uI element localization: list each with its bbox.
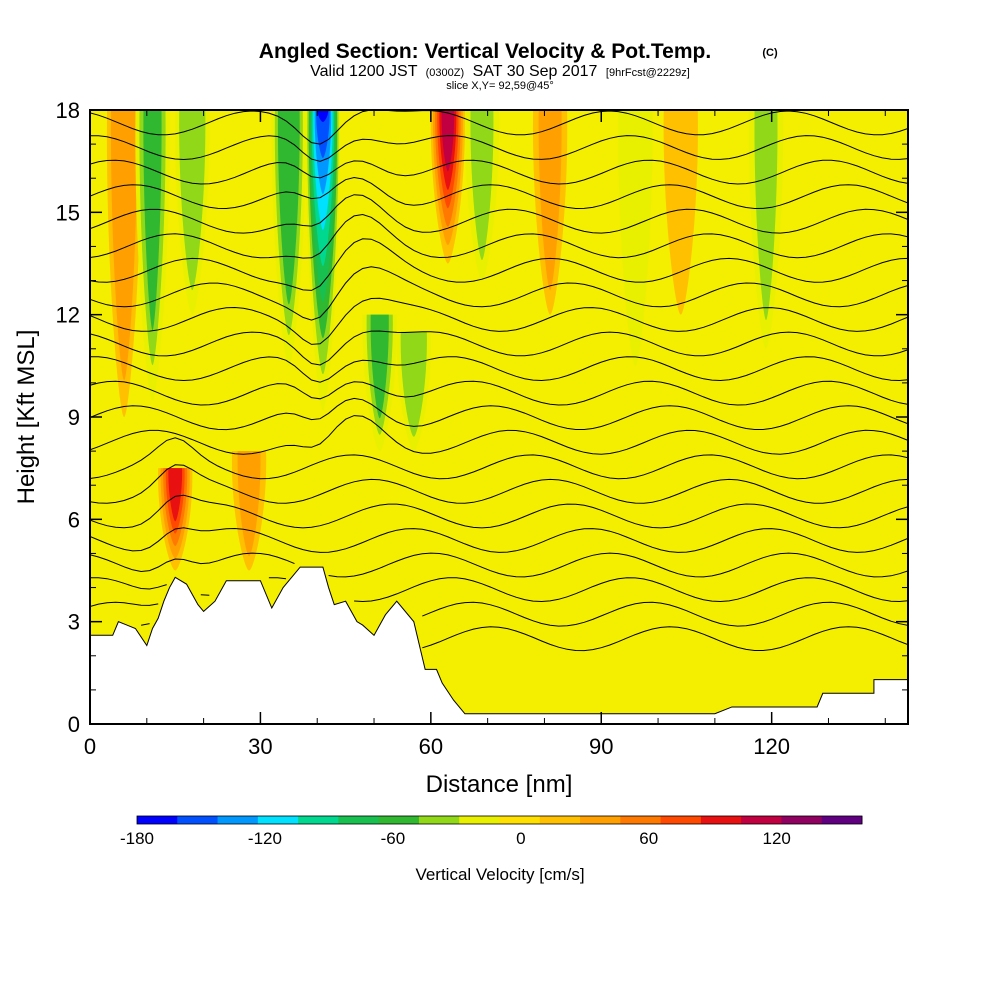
y-tick-label: 9: [68, 405, 80, 430]
isentrope-line: [90, 194, 908, 234]
colorbar-swatch: [499, 816, 541, 824]
colorbar-frame: [136, 815, 863, 825]
downdraft-band-1-level-2: [183, 110, 202, 266]
updraft-band-1-level-4: [168, 468, 183, 522]
colorbar-swatch: [620, 816, 662, 824]
isentrope-line: [90, 464, 908, 504]
isentrope-line: [90, 380, 908, 406]
isentrope-line: [90, 415, 908, 455]
x-tick-label: 60: [419, 734, 443, 759]
chart-subtitle: Valid 1200 JST (0300Z) SAT 30 Sep 2017 […: [310, 63, 690, 80]
isentrope-line: [90, 176, 908, 210]
y-tick-label: 18: [56, 98, 80, 123]
colorbar-tick-label: -180: [120, 829, 154, 848]
x-axis-label: Distance [nm]: [426, 771, 573, 798]
downdraft-band-3-level-7: [316, 110, 330, 159]
colorbar-swatch: [257, 816, 299, 824]
vertical-velocity-field: [106, 110, 784, 571]
y-tick-label: 12: [56, 303, 80, 328]
colorbar-swatch: [700, 816, 742, 824]
colorbar-swatch: [137, 816, 178, 824]
downdraft-band-4-level-2: [370, 314, 389, 419]
y-axis: 0 3 6 9 12 15 18: [56, 98, 908, 737]
downdraft-band-0-level-2: [143, 110, 162, 331]
slice-label: slice X,Y= 92,59@45°: [446, 80, 554, 92]
y-tick-label: 3: [68, 610, 80, 635]
colorbar: [136, 815, 863, 825]
colorbar-swatch: [298, 816, 339, 824]
subtitle-date: SAT 30 Sep 2017: [473, 63, 598, 80]
isentrope-line: [90, 159, 908, 185]
terrain-mask: [90, 566, 908, 724]
downdraft-band-3-level-8: [317, 110, 329, 123]
isentrope-line: [90, 297, 908, 345]
x-tick-label: 120: [753, 734, 790, 759]
y-axis-label: Height [Kft MSL]: [13, 330, 40, 505]
isentrope-line: [90, 266, 908, 321]
subtitle-forecast: [9hrFcst@2229z]: [606, 67, 690, 79]
isentrope-line: [90, 397, 908, 431]
colorbar-label: Vertical Velocity [cm/s]: [415, 865, 584, 884]
isentrope-line: [141, 623, 908, 652]
isentrope-line: [90, 527, 908, 553]
colorbar-swatch: [217, 816, 259, 824]
colorbar-tick-label: 120: [763, 829, 791, 848]
isentrope-line: [90, 577, 908, 603]
y-tick-label: 6: [68, 507, 80, 532]
colorbar-tick-label: -120: [248, 829, 282, 848]
colorbar-tick-label: -60: [381, 829, 406, 848]
downdraft-band-5-level-2: [404, 331, 423, 423]
colorbar-swatch: [821, 816, 863, 824]
subtitle-utc: (0300Z): [426, 67, 465, 79]
updraft-band-5-level-1: [669, 110, 693, 291]
updraft-band-4-level-1: [538, 110, 562, 291]
isentrope-line: [90, 213, 908, 259]
potential-temperature-contours: [90, 110, 908, 652]
updraft-band-2-level-1: [237, 451, 261, 557]
plot-area: [90, 110, 908, 724]
updraft-band-3-level-5: [441, 110, 455, 172]
colorbar-ticks: -180 -120 -60 0 60 120: [120, 829, 791, 848]
chart-title: Angled Section: Vertical Velocity & Pot.…: [259, 40, 711, 63]
colorbar-swatch: [177, 816, 219, 824]
subtitle-valid: Valid 1200 JST: [310, 63, 418, 80]
colorbar-tick-label: 60: [639, 829, 658, 848]
colorbar-swatch: [741, 816, 782, 824]
isentrope-line: [90, 437, 908, 480]
isentrope-line: [90, 135, 908, 162]
colorbar-swatch: [781, 816, 823, 824]
updraft-band-0-level-2: [115, 110, 134, 344]
x-axis: 0 30 60 90 120: [84, 110, 886, 759]
x-tick-label: 30: [248, 734, 272, 759]
y-tick-label: 15: [56, 200, 80, 225]
isentrope-line: [90, 494, 908, 529]
colorbar-swatch: [459, 816, 500, 824]
colorbar-swatch: [418, 816, 460, 824]
isentrope-line: [90, 238, 908, 291]
colorbar-swatch: [338, 816, 380, 824]
colorbar-tick-label: 0: [516, 829, 525, 848]
isentrope-line: [90, 330, 908, 366]
chart-title-units: (C): [762, 47, 778, 59]
downdraft-band-8-level-1: [754, 110, 778, 321]
colorbar-swatch: [660, 816, 702, 824]
colorbar-swatch: [539, 816, 581, 824]
y-tick-label: 0: [68, 712, 80, 737]
colorbar-swatch: [378, 816, 420, 824]
isentrope-line: [90, 552, 908, 578]
x-tick-label: 90: [589, 734, 613, 759]
colorbar-swatch: [580, 816, 621, 824]
x-tick-label: 0: [84, 734, 96, 759]
isentrope-line: [90, 601, 908, 627]
isentrope-line: [90, 356, 908, 383]
downdraft-band-7-level-1: [623, 110, 647, 336]
